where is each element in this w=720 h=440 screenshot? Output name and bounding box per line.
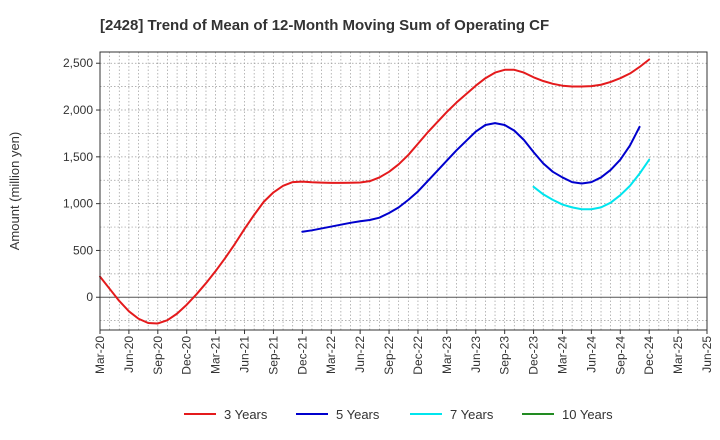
series-lines	[99, 58, 651, 325]
x-tick-label: Mar-24	[555, 336, 569, 374]
plot-frame	[99, 51, 708, 331]
x-tick-label: Dec-24	[642, 336, 656, 375]
x-tick-label: Mar-25	[671, 336, 685, 374]
y-axis-label: Amount (million yen)	[7, 132, 22, 251]
y-tick-label: 2,000	[63, 103, 93, 117]
x-tick-label: Sep-21	[266, 336, 280, 375]
series-line-3-years	[99, 58, 651, 325]
x-tick-label: Dec-20	[180, 336, 194, 375]
series-line-5-years	[301, 122, 641, 233]
x-tick-label: Sep-22	[382, 336, 396, 375]
series-line-7-years	[532, 158, 651, 211]
x-tick-label: Sep-20	[151, 336, 165, 375]
x-tick-label: Mar-23	[440, 336, 454, 374]
y-tick-label: 1,500	[63, 150, 93, 164]
chart-title: [2428] Trend of Mean of 12-Month Moving …	[100, 17, 549, 34]
x-tick-label: Mar-20	[93, 336, 107, 374]
grid	[100, 52, 707, 330]
x-tick-label: Sep-24	[613, 336, 627, 375]
x-tick-label: Dec-21	[295, 336, 309, 375]
x-tick-label: Sep-23	[498, 336, 512, 375]
legend-label-7-years: 7 Years	[450, 407, 494, 422]
x-tick-label: Mar-21	[209, 336, 223, 374]
x-tick-label: Mar-22	[324, 336, 338, 374]
legend: 3 Years 5 Years 7 Years 10 Years	[184, 407, 613, 422]
x-ticks: Mar-20 Jun-20 Sep-20 Dec-20 Mar-21 Jun-21 Sep-…	[93, 330, 714, 375]
y-ticks: 0 500 1,000 1,500 2,000 2,500	[63, 56, 100, 304]
x-tick-label: Jun-25	[700, 336, 714, 373]
x-tick-label: Jun-21	[238, 336, 252, 373]
legend-label-10-years: 10 Years	[562, 407, 613, 422]
y-tick-label: 1,000	[63, 197, 93, 211]
y-tick-label: 500	[73, 243, 93, 257]
x-tick-label: Jun-24	[584, 336, 598, 373]
x-tick-label: Jun-20	[122, 336, 136, 373]
x-tick-label: Dec-23	[527, 336, 541, 375]
legend-label-5-years: 5 Years	[336, 407, 380, 422]
y-tick-label: 2,500	[63, 56, 93, 70]
x-tick-label: Dec-22	[411, 336, 425, 375]
x-tick-label: Jun-22	[353, 336, 367, 373]
y-tick-label: 0	[86, 290, 93, 304]
legend-label-3-years: 3 Years	[224, 407, 268, 422]
x-tick-label: Jun-23	[469, 336, 483, 373]
